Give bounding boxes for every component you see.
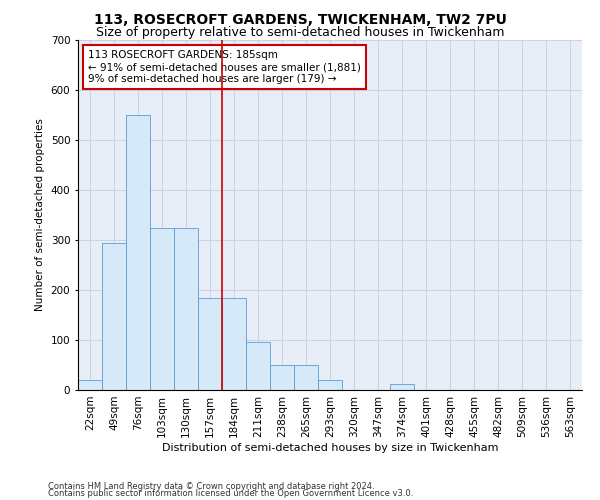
Bar	[78, 380, 102, 390]
Y-axis label: Number of semi-detached properties: Number of semi-detached properties	[35, 118, 45, 312]
Bar	[150, 228, 174, 390]
X-axis label: Distribution of semi-detached houses by size in Twickenham: Distribution of semi-detached houses by …	[162, 442, 498, 452]
Bar	[246, 342, 270, 390]
Bar	[174, 228, 198, 390]
Text: 113 ROSECROFT GARDENS: 185sqm
← 91% of semi-detached houses are smaller (1,881)
: 113 ROSECROFT GARDENS: 185sqm ← 91% of s…	[88, 50, 361, 84]
Bar	[390, 384, 414, 390]
Bar	[294, 365, 318, 390]
Text: Contains public sector information licensed under the Open Government Licence v3: Contains public sector information licen…	[48, 490, 413, 498]
Bar	[102, 242, 126, 390]
Bar	[198, 298, 222, 390]
Bar	[126, 115, 150, 390]
Bar	[318, 380, 342, 390]
Bar	[270, 365, 294, 390]
Text: Size of property relative to semi-detached houses in Twickenham: Size of property relative to semi-detach…	[96, 26, 504, 39]
Text: Contains HM Land Registry data © Crown copyright and database right 2024.: Contains HM Land Registry data © Crown c…	[48, 482, 374, 491]
Bar	[222, 298, 246, 390]
Text: 113, ROSECROFT GARDENS, TWICKENHAM, TW2 7PU: 113, ROSECROFT GARDENS, TWICKENHAM, TW2 …	[94, 12, 506, 26]
